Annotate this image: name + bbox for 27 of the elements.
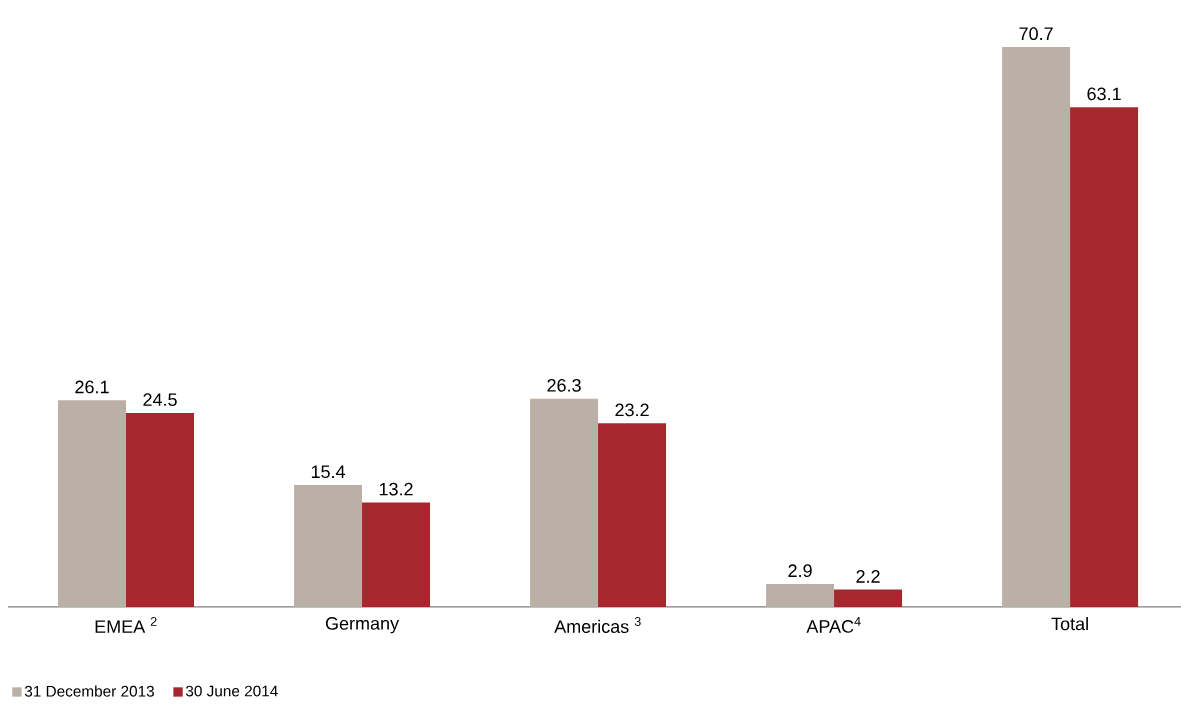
- bar: [1002, 46, 1071, 607]
- bar: [1070, 107, 1139, 607]
- legend-label: 30 June 2014: [185, 685, 278, 697]
- legend-label: 31 December 2013: [24, 685, 154, 697]
- x-tick-label: Americas $^{3}$: [554, 617, 641, 633]
- bar: [58, 400, 127, 607]
- data-label: 26.1: [75, 380, 109, 394]
- x-tick-label: Total: [1051, 617, 1088, 631]
- bar: [766, 584, 835, 607]
- data-label: 26.3: [547, 378, 581, 392]
- data-label: 13.2: [379, 482, 413, 496]
- bar: [362, 502, 431, 607]
- bar: [834, 589, 903, 607]
- data-label: 70.7: [1019, 27, 1053, 41]
- data-label: 15.4: [311, 465, 346, 479]
- data-label: 2.9: [788, 564, 812, 578]
- data-label: 24.5: [143, 393, 177, 406]
- x-tick-label: EMEA $^{2}$: [95, 617, 157, 633]
- bar: [126, 412, 195, 607]
- x-tick-label: APAC$^{4}$: [806, 617, 861, 633]
- bar: [530, 398, 599, 607]
- data-label: 63.1: [1087, 87, 1121, 101]
- bar: [598, 423, 667, 607]
- data-label: 23.2: [615, 403, 649, 417]
- x-tick-label: Germany: [325, 617, 400, 634]
- data-label: 2.2: [856, 570, 880, 583]
- bar: [294, 485, 363, 607]
